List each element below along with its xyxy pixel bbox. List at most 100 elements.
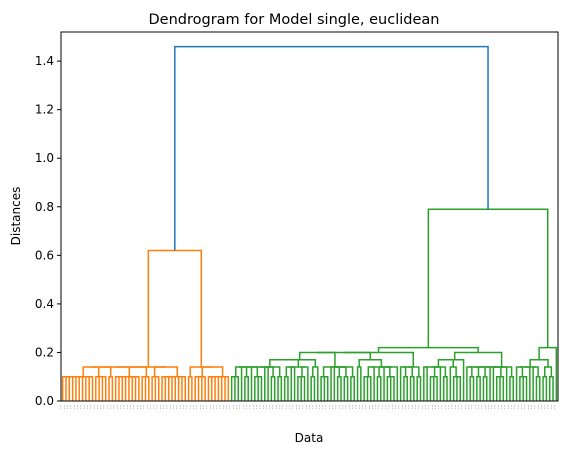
x-axis-label: Data	[295, 431, 324, 445]
leaf-tick-label: ···	[274, 405, 279, 409]
leaf-tick-label: ···	[529, 405, 534, 409]
dendrogram-link	[522, 375, 528, 401]
dendrogram-link	[196, 375, 203, 401]
leaf-tick-label: ···	[357, 405, 362, 409]
leaf-tick-label: ···	[509, 405, 514, 409]
dendrogram-link	[442, 375, 448, 401]
leaf-tick-label: ···	[373, 405, 378, 409]
dendrogram-link	[201, 366, 224, 377]
leaf-tick-label: ···	[112, 405, 117, 409]
dendrogram-link	[363, 375, 369, 401]
dendrogram-link	[343, 375, 349, 401]
leaf-tick-label: ···	[496, 405, 501, 409]
leaf-tick-label: ···	[423, 405, 428, 409]
dendrogram-link	[343, 351, 414, 368]
dendrogram-link	[216, 375, 230, 401]
leaf-tick-label: ···	[241, 405, 246, 409]
leaf-tick-label: ···	[175, 405, 180, 409]
leaf-tick-label: ···	[549, 405, 554, 409]
leaf-tick-label: ···	[145, 405, 150, 409]
leaf-tick-label: ···	[539, 405, 544, 409]
leaf-tick-label: ···	[460, 405, 465, 409]
dendrogram-link	[416, 375, 422, 401]
leaf-tick-label: ···	[493, 405, 498, 409]
leaf-tick-label: ···	[201, 405, 206, 409]
leaf-tick-label: ···	[115, 405, 120, 409]
leaf-tick-label: ···	[304, 405, 309, 409]
leaf-tick-label: ···	[62, 405, 67, 409]
leaf-tick-label: ···	[132, 405, 137, 409]
leaf-tick-label: ···	[95, 405, 100, 409]
dendrogram-link	[187, 375, 193, 401]
leaf-tick-label: ···	[489, 405, 494, 409]
leaf-tick-label: ···	[324, 405, 329, 409]
dendrogram-link	[386, 375, 393, 401]
dendrogram-link	[381, 366, 391, 377]
leaf-tick-label: ···	[59, 405, 64, 409]
dendrogram-link	[207, 375, 213, 401]
dendrogram-link	[230, 375, 236, 401]
dendrogram-link	[445, 358, 465, 401]
dendrogram-link	[284, 358, 317, 368]
leaf-tick-label: ···	[363, 405, 368, 409]
leaf-tick-label: ···	[291, 405, 296, 409]
leaf-tick-label: ···	[135, 405, 140, 409]
leaf-tick-label: ···	[231, 405, 236, 409]
y-tick-label: 0.8	[35, 200, 54, 214]
dendrogram-link	[167, 375, 173, 401]
leaf-tick-label: ···	[466, 405, 471, 409]
dendrogram-link	[95, 375, 102, 401]
leaf-tick-label: ···	[224, 405, 229, 409]
dendrogram-link	[100, 366, 131, 377]
dendrogram-link	[98, 375, 105, 401]
leaf-tick-label: ···	[413, 405, 418, 409]
leaf-tick-label: ···	[165, 405, 170, 409]
leaf-tick-label: ···	[380, 405, 385, 409]
dendrogram-link	[495, 375, 501, 401]
dendrogram-link	[365, 375, 372, 401]
leaf-tick-label: ···	[397, 405, 402, 409]
leaf-tick-label: ···	[108, 405, 113, 409]
y-tick-label: 1.4	[35, 54, 54, 68]
dendrogram-link	[427, 208, 549, 348]
dendrogram-link	[509, 375, 515, 401]
leaf-tick-label: ···	[75, 405, 80, 409]
leaf-tick-label: ···	[327, 405, 332, 409]
leaf-tick-label: ···	[320, 405, 325, 409]
dendrogram-link	[114, 375, 120, 401]
dendrogram-link	[423, 366, 428, 401]
leaf-tick-label: ···	[516, 405, 521, 409]
dendrogram-link	[456, 375, 462, 401]
dendrogram-link	[437, 358, 454, 368]
leaf-tick-label: ···	[161, 405, 166, 409]
leaf-tick-label: ···	[420, 405, 425, 409]
dendrogram-link	[476, 375, 481, 401]
chart-title: Dendrogram for Model single, euclidean	[149, 12, 440, 28]
leaf-tick-label: ···	[337, 405, 342, 409]
leaf-tick-label: ···	[347, 405, 352, 409]
dendrogram-link	[469, 366, 480, 377]
leaf-tick-label: ···	[69, 405, 74, 409]
dendrogram-link	[82, 366, 100, 377]
dendrogram-link	[244, 375, 249, 401]
leaf-tick-label: ···	[479, 405, 484, 409]
leaf-tick-label: ···	[387, 405, 392, 409]
leaf-tick-label: ···	[185, 405, 190, 409]
leaf-tick-label: ···	[234, 405, 239, 409]
dendrogram-link	[389, 375, 395, 401]
leaf-tick-label: ···	[155, 405, 160, 409]
leaf-tick-label: ···	[261, 405, 266, 409]
leaf-tick-label: ···	[532, 405, 537, 409]
dendrogram-link	[101, 375, 107, 401]
dendrogram-link	[409, 375, 415, 401]
dendrogram-link	[535, 375, 541, 401]
leaf-tick-label: ···	[456, 405, 461, 409]
leaf-tick-label: ···	[271, 405, 276, 409]
dendrogram-link	[298, 351, 336, 368]
leaf-tick-label: ···	[198, 405, 203, 409]
leaf-tick-label: ···	[294, 405, 299, 409]
leaf-tick-label: ···	[118, 405, 123, 409]
leaf-tick-label: ···	[367, 405, 372, 409]
dendrogram-link	[333, 366, 341, 401]
leaf-labels: ········································…	[59, 405, 558, 409]
